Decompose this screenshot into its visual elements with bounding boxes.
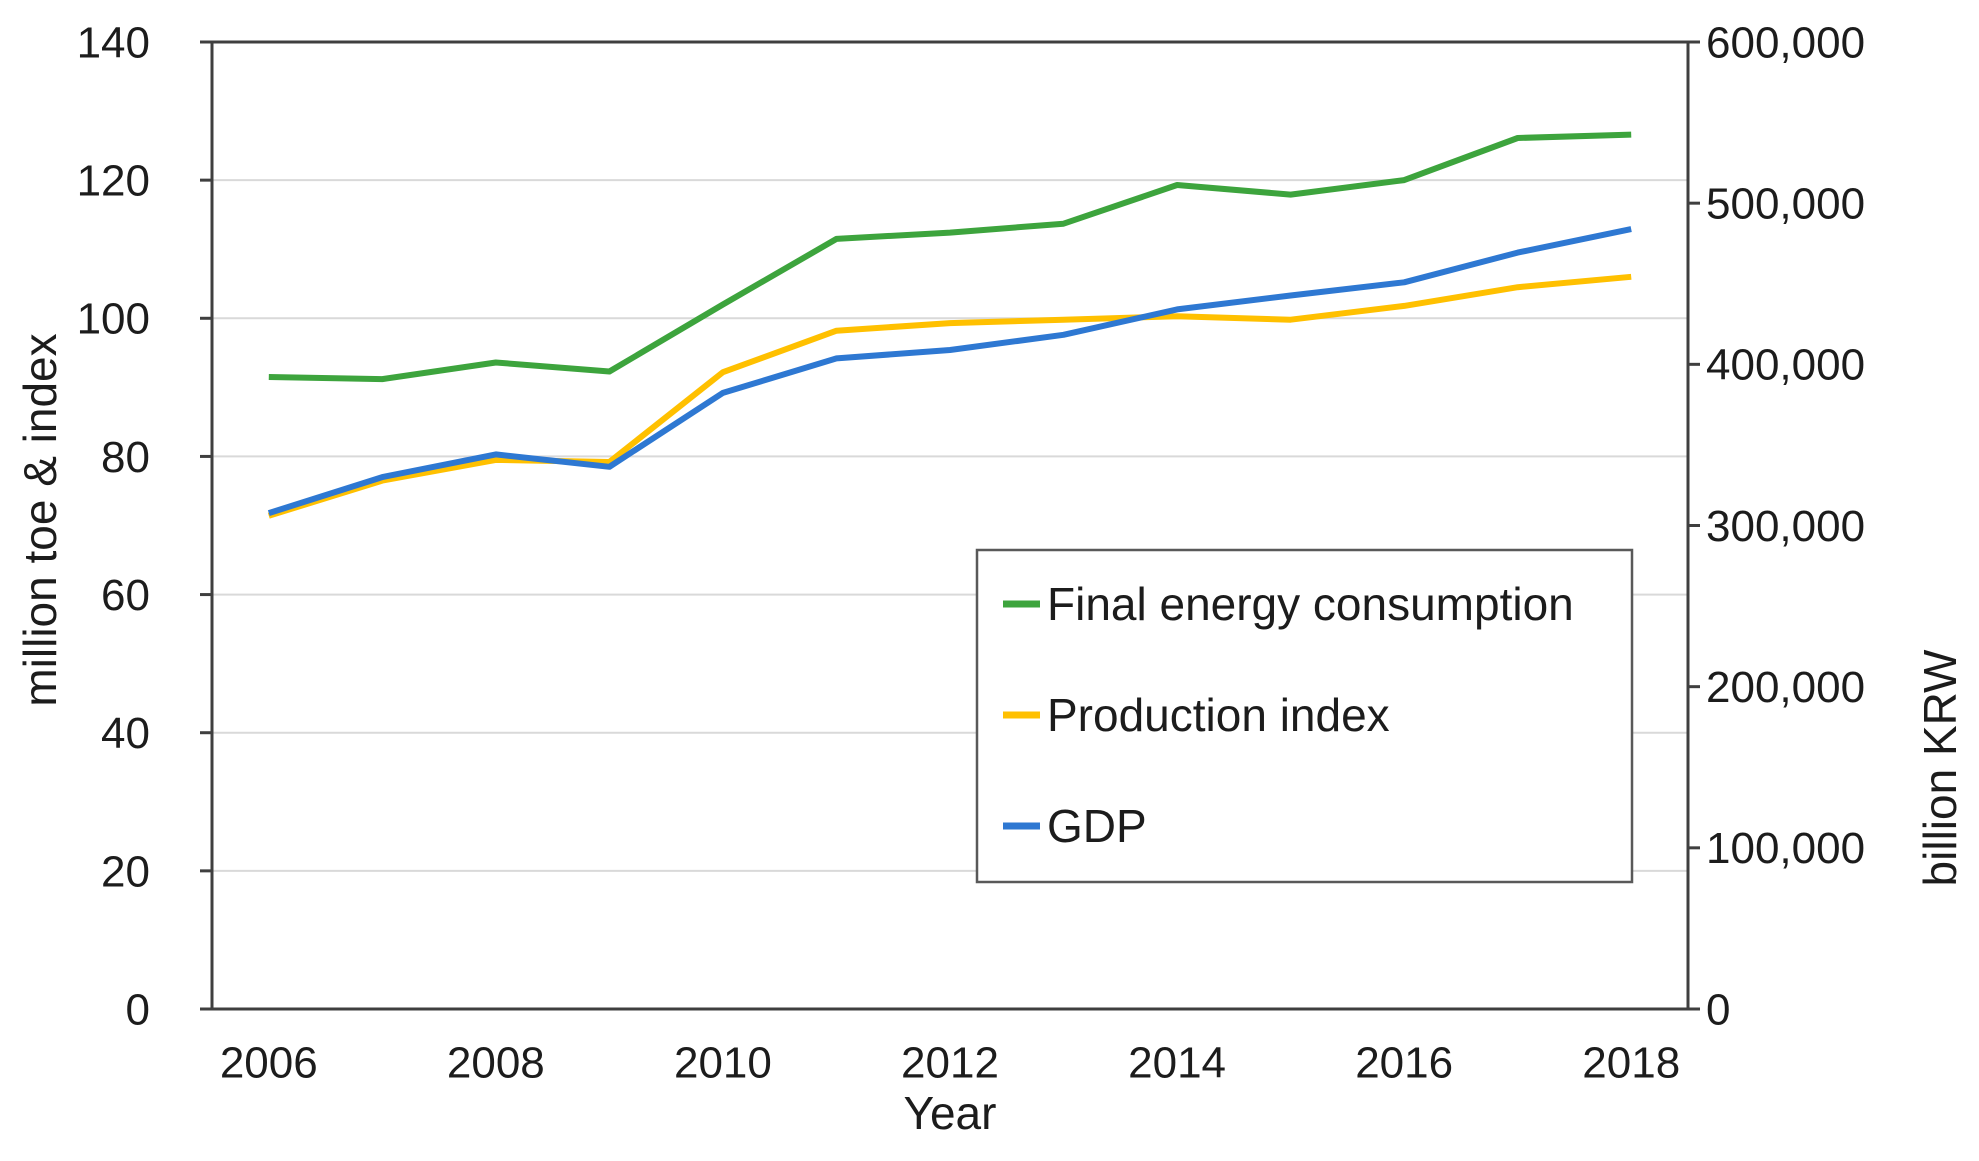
series-line-final-energy-consumption	[268, 131, 1632, 383]
left-axis-tick-label: 120	[77, 157, 150, 206]
right-axis-tick-labels: 0 100,000 200,000 300,000 400,000 500,000 600,…	[1706, 18, 1865, 1034]
plot-area-border	[210, 40, 1690, 1011]
series-line-production-index	[267, 273, 1632, 519]
legend-label: Production index	[1047, 689, 1390, 741]
legend-item: Production index	[1003, 689, 1390, 741]
x-axis-title: Year	[904, 1087, 997, 1139]
series-line-gdp	[267, 226, 1632, 516]
left-axis-tick-labels: 0 20 40 60 80 100 120 140	[77, 18, 150, 1034]
x-axis-tick-label: 2012	[901, 1038, 999, 1087]
gridlines	[212, 179, 1688, 872]
legend-item: GDP	[1003, 800, 1147, 852]
left-axis-tick-label: 40	[101, 709, 150, 758]
left-axis-tick-label: 0	[126, 985, 150, 1034]
right-axis-tick-label: 600,000	[1706, 18, 1865, 67]
legend-box	[975, 548, 1634, 884]
x-axis-tick-label: 2008	[447, 1038, 545, 1087]
right-axis-tick-label: 400,000	[1706, 341, 1865, 390]
left-axis-tick-label: 20	[101, 847, 150, 896]
left-axis-title: million toe & index	[14, 333, 66, 706]
right-axis-tick-label: 100,000	[1706, 824, 1865, 873]
series-lines	[267, 131, 1632, 519]
right-axis-tick-label: 200,000	[1706, 663, 1865, 712]
x-axis-tick-labels: 2006 2008 2010 2012 2014 2016 2018	[220, 1038, 1680, 1087]
x-axis-tick-label: 2016	[1355, 1038, 1453, 1087]
right-axis-title: billion KRW	[1914, 649, 1966, 886]
right-axis-tick-label: 500,000	[1706, 180, 1865, 229]
legend-item: Final energy consumption	[1003, 578, 1574, 630]
left-axis-tick-label: 60	[101, 571, 150, 620]
left-axis-tick-label: 80	[101, 433, 150, 482]
axis-ticks	[200, 40, 1700, 1011]
x-axis-tick-label: 2010	[674, 1038, 772, 1087]
legend-label: GDP	[1047, 800, 1147, 852]
left-axis-tick-label: 100	[77, 295, 150, 344]
legend: Final energy consumption Production index…	[975, 548, 1634, 884]
legend-label: Final energy consumption	[1047, 578, 1574, 630]
x-axis-tick-label: 2018	[1582, 1038, 1680, 1087]
left-axis-tick-label: 140	[77, 18, 150, 67]
right-axis-tick-label: 300,000	[1706, 502, 1865, 551]
x-axis-tick-label: 2014	[1128, 1038, 1226, 1087]
right-axis-tick-label: 0	[1706, 985, 1730, 1034]
x-axis-tick-label: 2006	[220, 1038, 318, 1087]
